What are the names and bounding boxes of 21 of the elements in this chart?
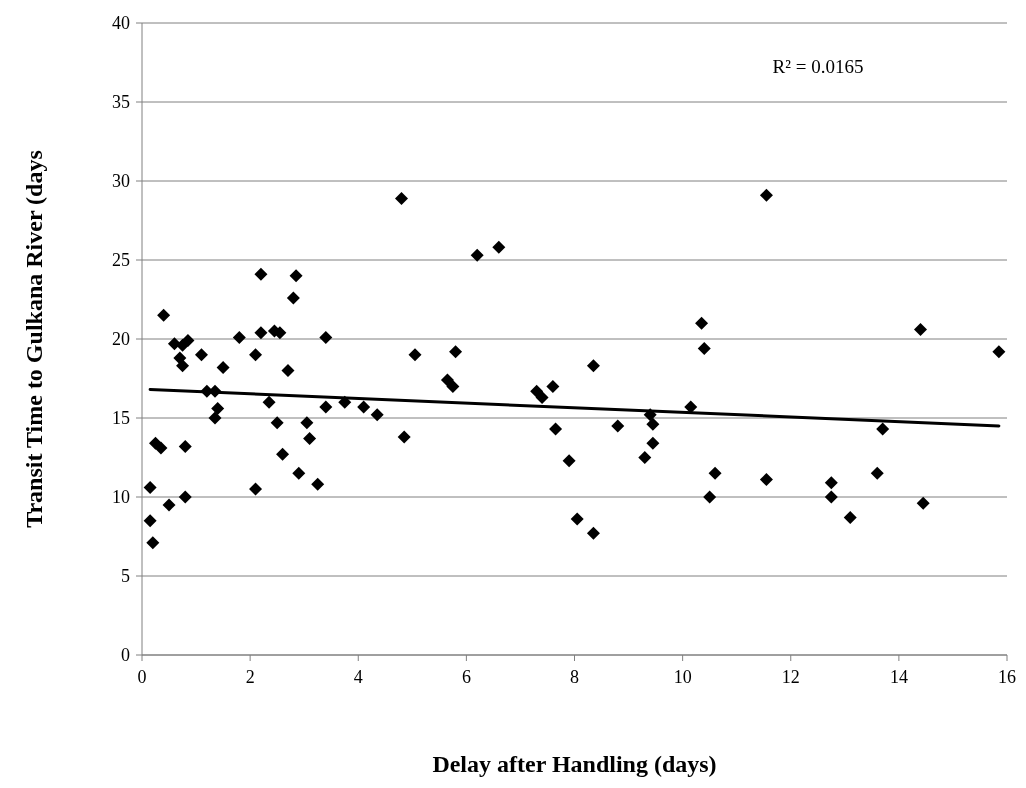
y-tick-label: 5 bbox=[121, 566, 130, 587]
annotation: R² = 0.0165 bbox=[772, 56, 864, 77]
x-tick-label: 0 bbox=[137, 667, 147, 687]
y-tick-label: 20 bbox=[112, 329, 130, 350]
x-axis-title: Delay after Handling (days) bbox=[432, 751, 717, 777]
x-tick-label: 4 bbox=[353, 667, 363, 687]
y-axis-title: Transit Time to Gulkana River (days bbox=[21, 150, 47, 528]
x-tick-label: 6 bbox=[461, 667, 471, 687]
x-tick-label: 14 bbox=[889, 667, 908, 687]
x-tick-label: 10 bbox=[673, 667, 692, 687]
x-tick-label: 16 bbox=[998, 667, 1016, 687]
x-tick-label: 8 bbox=[570, 667, 579, 687]
y-tick-label: 10 bbox=[112, 487, 130, 508]
y-tick-label: 35 bbox=[112, 92, 130, 113]
y-tick-label: 40 bbox=[112, 13, 130, 34]
x-tick-label: 12 bbox=[781, 667, 800, 687]
y-tick-label: 15 bbox=[112, 408, 130, 429]
y-tick-label: 0 bbox=[121, 645, 130, 666]
y-tick-label: 30 bbox=[112, 171, 130, 192]
x-tick-label: 2 bbox=[245, 667, 255, 687]
y-tick-label: 25 bbox=[112, 250, 130, 271]
